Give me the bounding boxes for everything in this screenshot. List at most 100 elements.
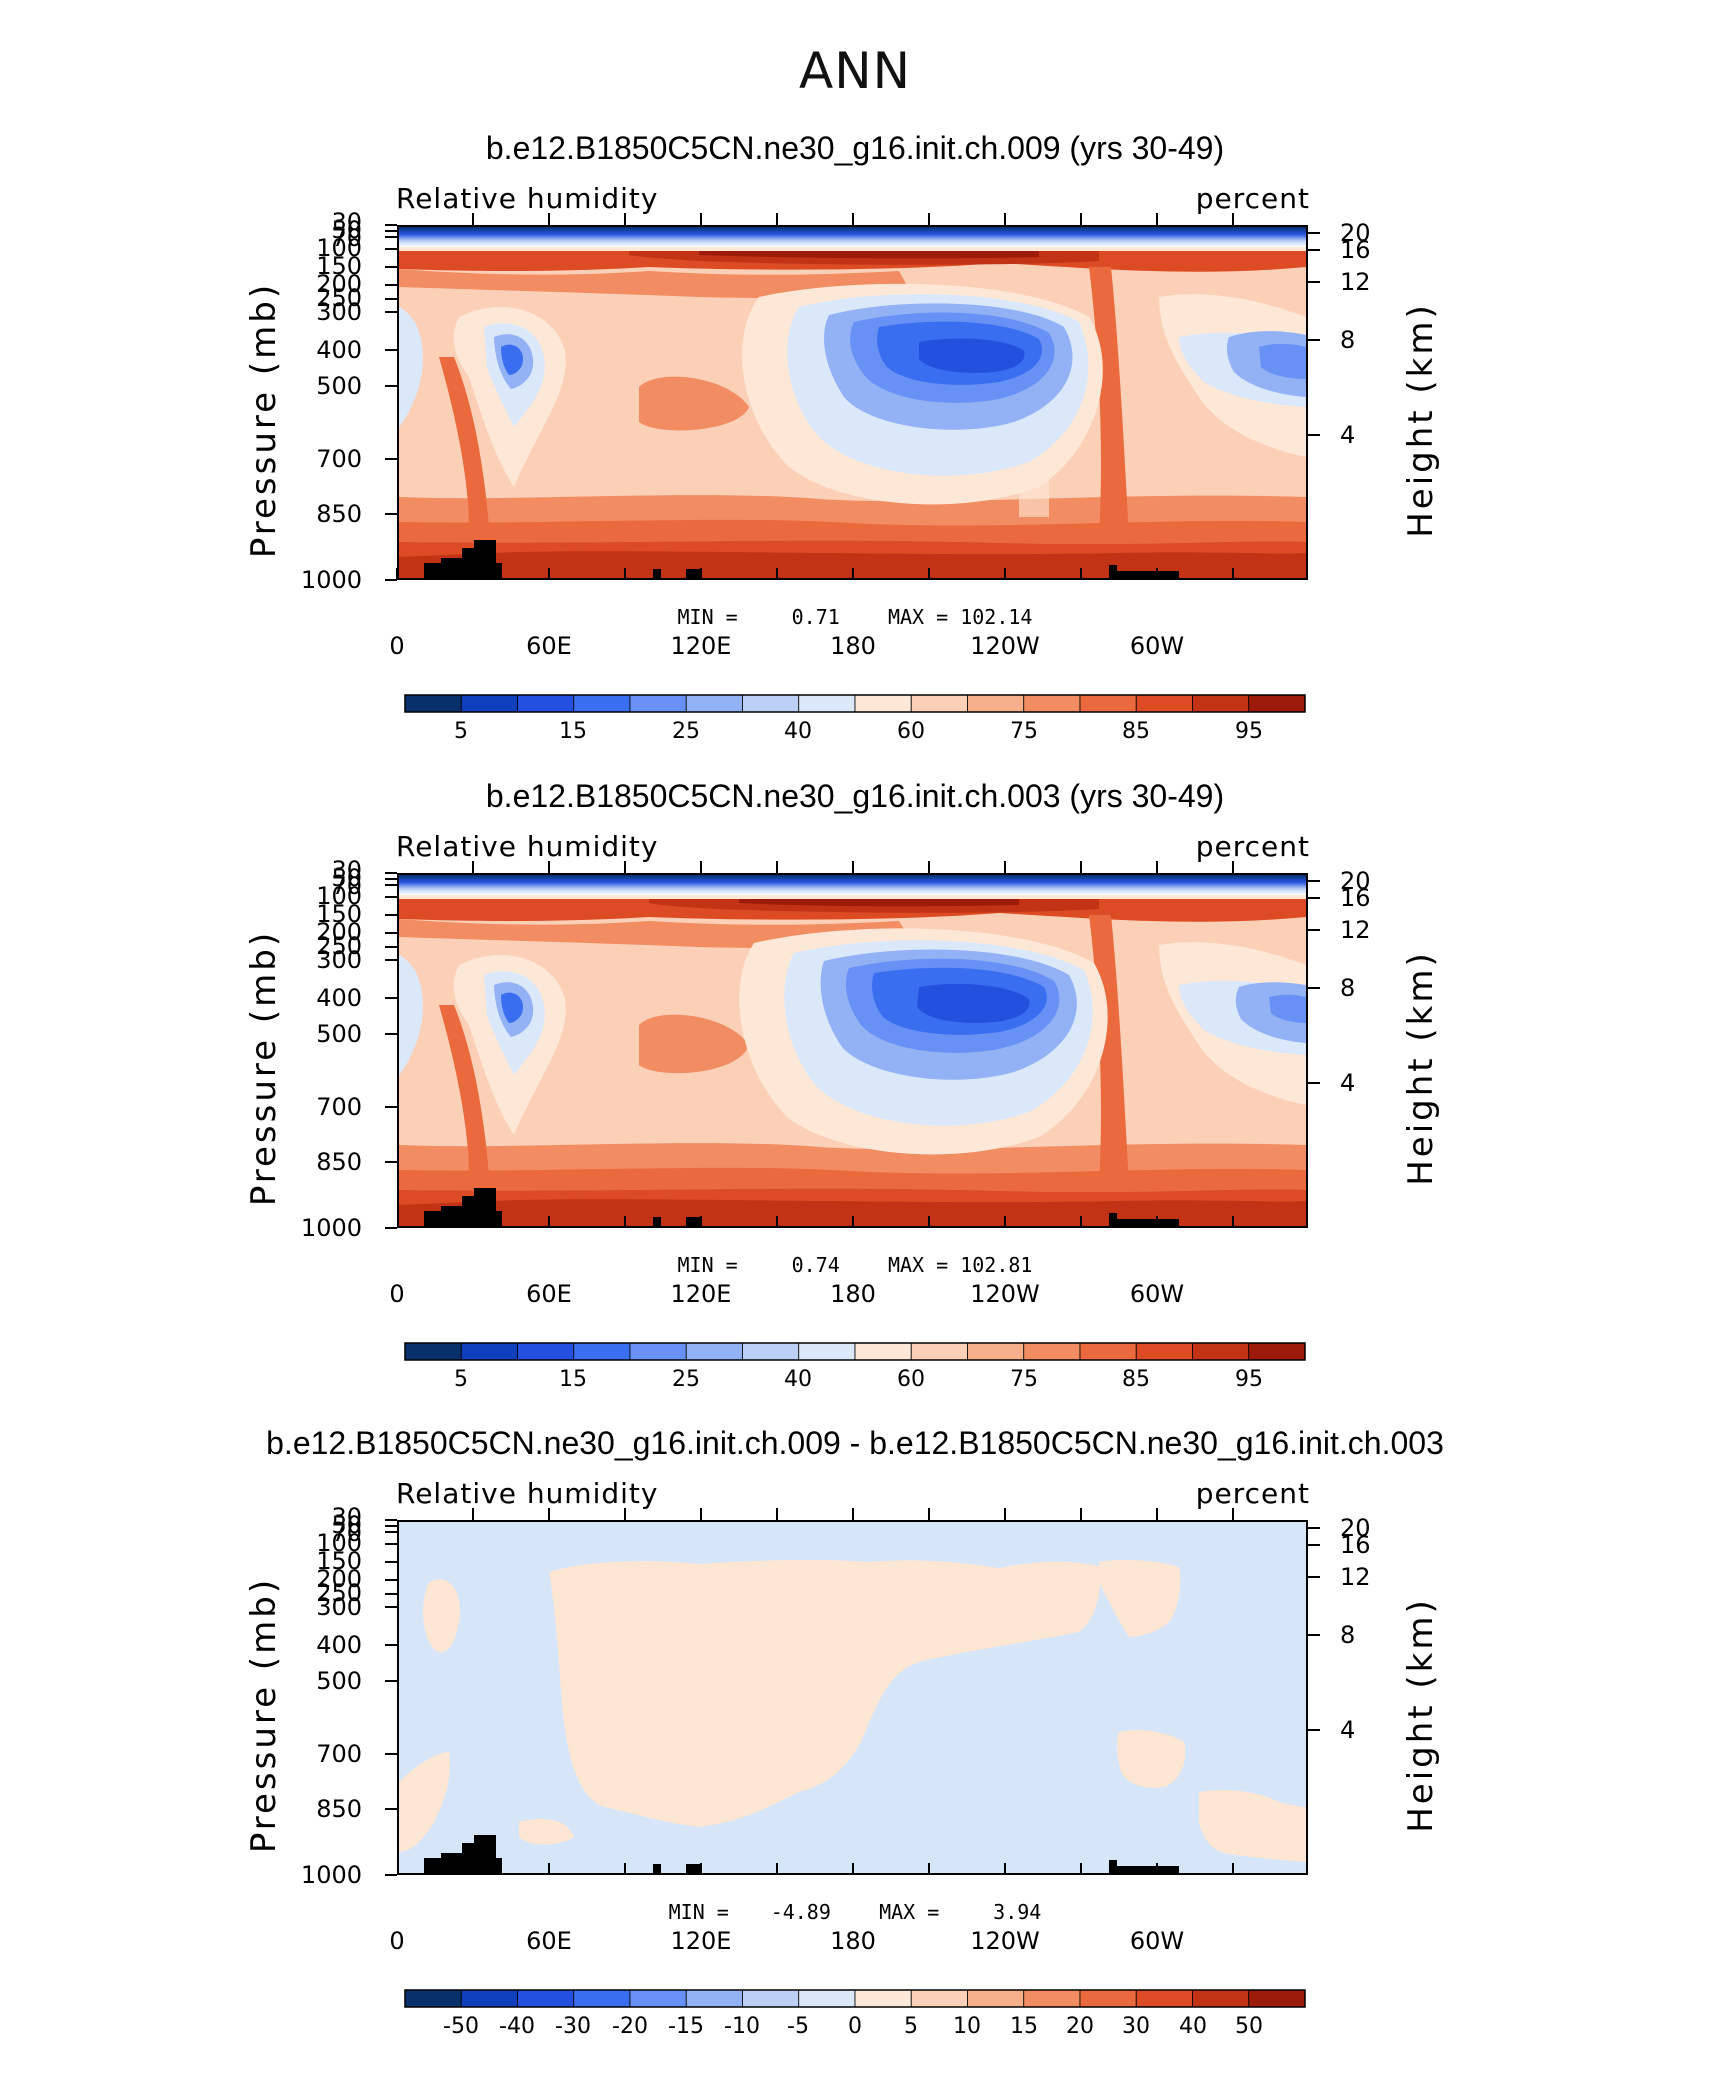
axes-overlay: 30 50 70 100 150 200 250 300 400 500 700… [244, 856, 1441, 1308]
y-right-axis-label: Height (km) [1401, 950, 1441, 1186]
x-tick-label: 60W [1130, 1927, 1184, 1955]
y-right-tick-label: 8 [1340, 326, 1355, 354]
y-tick-label: 250 [316, 932, 362, 960]
y-tick-label: 50 [331, 216, 362, 244]
colorbar: -50 -40 -30 -20 -15 -10 -5 0 5 10 15 20 … [404, 1989, 1306, 2039]
y-tick-label: 850 [316, 500, 362, 528]
y-tick-label: 200 [316, 1565, 362, 1593]
min-label: MIN = [677, 1253, 738, 1277]
min-label: MIN = [677, 605, 738, 629]
colorbar-swatch [854, 1342, 912, 1361]
variable-label: Relative humidity [396, 182, 659, 215]
x-tick-label: 180 [830, 632, 876, 660]
colorbar-swatch [910, 1989, 968, 2008]
colorbar-swatch [1023, 1342, 1081, 1361]
y-tick-label: 500 [316, 1667, 362, 1695]
y-tick-label: 30 [331, 1503, 362, 1531]
colorbar-swatch [573, 1342, 631, 1361]
colorbar-swatch [798, 1989, 856, 2008]
x-tick-label: 60E [526, 632, 572, 660]
y-tick-label: 250 [316, 1579, 362, 1607]
contour-plot-area [397, 873, 1308, 1228]
colorbar-swatch [967, 1342, 1025, 1361]
contour-plot-area [397, 1520, 1308, 1875]
y-tick-label: 400 [316, 1631, 362, 1659]
colorbar-swatch [1192, 1989, 1250, 2008]
colorbar: 5 15 25 40 60 75 85 95 [404, 1342, 1306, 1392]
units-label: percent [1195, 1477, 1310, 1510]
y-tick-label: 100 [316, 234, 362, 262]
colorbar-label: -50 [443, 2014, 479, 2039]
colorbar-swatch [1079, 1342, 1137, 1361]
colorbar-swatch [460, 694, 518, 713]
x-tick-label: 180 [830, 1280, 876, 1308]
y-axis-label: Pressure (mb) [244, 282, 284, 558]
colorbar-label: 85 [1122, 719, 1150, 744]
y-tick-label: 50 [331, 864, 362, 892]
colorbar-swatch [1192, 694, 1250, 713]
y-tick-label: 100 [316, 1529, 362, 1557]
y-tick-label: 30 [331, 208, 362, 236]
colorbar-swatch [460, 1989, 518, 2008]
y-tick-label: 250 [316, 284, 362, 312]
panel-title: b.e12.B1850C5CN.ne30_g16.init.ch.009 (yr… [485, 130, 1225, 166]
y-tick-label: 150 [316, 1547, 362, 1575]
colorbar-swatch [742, 1342, 800, 1361]
contour-plot-area [397, 225, 1308, 580]
y-tick-label: 70 [331, 872, 362, 900]
max-value: 102.14 [960, 605, 1033, 629]
contour-field [399, 227, 1306, 578]
min-max-readout: MIN = 0.71 MAX = 102.14 [0, 605, 1710, 629]
y-right-tick-label: 8 [1340, 974, 1355, 1002]
colorbar-label: 5 [454, 719, 468, 744]
colorbar-label: -20 [612, 2014, 648, 2039]
y-tick-label: 500 [316, 372, 362, 400]
figure-title: ANN [798, 42, 911, 100]
y-tick-label: 70 [331, 1519, 362, 1547]
x-tick-label: 60E [526, 1280, 572, 1308]
colorbar-label: 50 [1235, 2014, 1263, 2039]
colorbar-swatch [1023, 694, 1081, 713]
y-tick-label: 850 [316, 1795, 362, 1823]
y-tick-label: 700 [316, 445, 362, 473]
units-label: percent [1195, 182, 1310, 215]
colorbar-swatch [517, 694, 575, 713]
panel-title: b.e12.B1850C5CN.ne30_g16.init.ch.003 (yr… [485, 778, 1225, 814]
y-tick-label: 300 [316, 298, 362, 326]
colorbar-label: 75 [1010, 719, 1038, 744]
y-right-tick-label: 20 [1340, 219, 1371, 247]
contour-field [399, 1522, 1306, 1873]
contour-field [399, 875, 1306, 1226]
colorbar-swatch [798, 694, 856, 713]
colorbar-swatch [404, 1989, 462, 2008]
colorbar-swatch [1135, 1342, 1193, 1361]
y-right-tick-label: 4 [1340, 421, 1355, 449]
variable-label: Relative humidity [396, 830, 659, 863]
colorbar-label: 5 [904, 2014, 918, 2039]
y-axis-label: Pressure (mb) [244, 1577, 284, 1853]
y-tick-label: 850 [316, 1148, 362, 1176]
x-tick-label: 120W [970, 1280, 1040, 1308]
colorbar-swatch [573, 1989, 631, 2008]
colorbar-label: 40 [784, 719, 812, 744]
x-tick-label: 60W [1130, 1280, 1184, 1308]
y-tick-label: 400 [316, 984, 362, 1012]
colorbar-swatch [1248, 1989, 1306, 2008]
colorbar-swatch [854, 1989, 912, 2008]
colorbar-label: -40 [499, 2014, 535, 2039]
colorbar-swatch [573, 694, 631, 713]
colorbar-label: -5 [787, 2014, 809, 2039]
x-tick-label: 120E [671, 1927, 732, 1955]
x-tick-label: 120W [970, 1927, 1040, 1955]
min-value: 0.71 [791, 605, 840, 629]
y-right-axis-label: Height (km) [1401, 302, 1441, 538]
y-tick-label: 700 [316, 1093, 362, 1121]
y-right-tick-label: 20 [1340, 1514, 1371, 1542]
colorbar-swatch [517, 1989, 575, 2008]
colorbar-label: 25 [672, 719, 700, 744]
y-tick-label: 300 [316, 946, 362, 974]
colorbar-label: 75 [1010, 1367, 1038, 1392]
max-label: MAX = [879, 1900, 940, 1924]
max-value: 102.81 [960, 1253, 1033, 1277]
y-tick-label: 150 [316, 252, 362, 280]
